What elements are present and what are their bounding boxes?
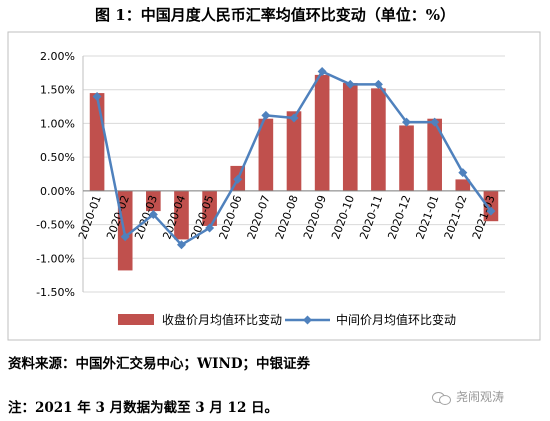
bar — [342, 82, 358, 191]
chart: 2.00% 1.50% 1.00% 0.50% 0.00% -0.50% -1.00% -1.… — [7, 31, 541, 341]
y-tick-label: 0.50% — [40, 151, 75, 164]
line-marker — [92, 91, 102, 101]
y-axis: 2.00% 1.50% 1.00% 0.50% 0.00% -0.50% -1.00% -1.… — [36, 50, 84, 299]
line-marker — [289, 113, 299, 123]
bar — [371, 88, 386, 191]
legend-label: 中间价月均值环比变动 — [336, 312, 456, 327]
line-marker — [345, 79, 355, 89]
line-marker — [373, 79, 383, 89]
line-marker — [458, 168, 468, 178]
line-marker — [176, 240, 186, 250]
chart-title: 图 1：中国月度人民币汇率均值环比变动（单位：%） — [95, 6, 455, 24]
y-tick-label: 1.50% — [40, 84, 75, 97]
source-note: 资料来源：中国外汇交易中心；WIND；中银证券 — [8, 356, 311, 372]
legend-label: 收盘价月均值环比变动 — [162, 312, 282, 327]
line-marker — [402, 117, 412, 127]
y-tick-label: 1.00% — [40, 117, 75, 130]
watermark-text: 尧闹观涛 — [456, 390, 505, 404]
bar — [483, 190, 499, 222]
bar — [258, 118, 274, 191]
bar — [89, 93, 105, 191]
bar — [146, 190, 161, 212]
legend-swatch-bar — [118, 314, 154, 325]
line-marker — [233, 174, 243, 184]
bar — [202, 190, 217, 226]
line-marker — [205, 223, 215, 233]
footnote: 注：2021 年 3 月数据为截至 3 月 12 日。 — [8, 400, 279, 416]
y-tick-label: -1.50% — [36, 286, 75, 299]
y-tick-label: 2.00% — [40, 50, 75, 63]
y-tick-label: -1.00% — [36, 252, 75, 265]
line-marker — [430, 117, 440, 127]
y-tick-label: -0.50% — [36, 219, 75, 232]
watermark: 尧闹观涛 — [432, 388, 504, 405]
legend-marker — [303, 315, 312, 325]
line-marker — [261, 110, 271, 120]
bar — [399, 125, 414, 191]
line-marker — [317, 67, 327, 77]
line-marker — [148, 209, 158, 219]
bar — [455, 179, 471, 191]
wechat-icon — [432, 390, 451, 405]
line-marker — [486, 206, 496, 216]
line-series — [92, 67, 496, 250]
legend: 收盘价月均值环比变动 中间价月均值环比变动 — [118, 312, 456, 327]
y-tick-label: 0.00% — [40, 185, 75, 198]
bar — [314, 74, 330, 191]
line-marker — [120, 232, 130, 242]
bar — [174, 190, 189, 240]
bar — [427, 118, 442, 191]
bar — [286, 111, 302, 191]
